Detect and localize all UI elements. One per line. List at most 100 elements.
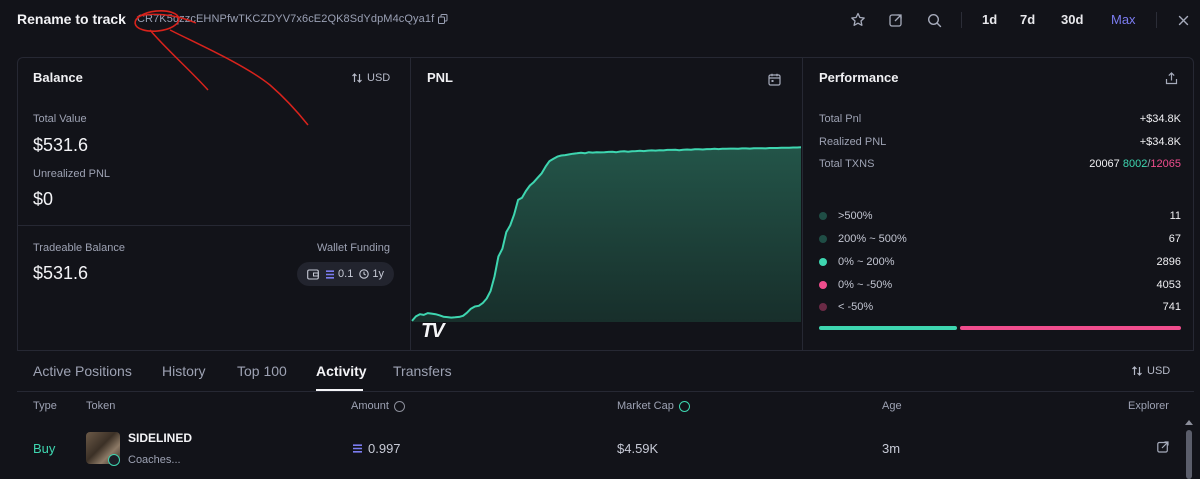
total-pnl-row: Total Pnl +$34.8K [819,113,1181,125]
total-value: $531.6 [33,135,89,155]
bucket-dot [819,212,827,220]
tab-history[interactable]: History [162,363,206,379]
calendar-icon[interactable] [767,72,781,86]
row-type[interactable]: Buy [33,441,56,456]
range-30d[interactable]: 30d [1061,12,1084,27]
copy-icon[interactable] [438,14,448,24]
divider [17,225,410,226]
funding-age: 1y [372,268,384,280]
realized-pnl-label: Realized PNL [819,136,887,148]
divider [802,57,803,350]
txns-buys: 8002 [1122,158,1148,170]
solana-icon [353,444,362,453]
bucket-count: 67 [1168,233,1181,245]
total-value-label: Total Value [33,113,87,125]
table-currency-label: USD [1147,365,1171,377]
funding-age-group: 1y [359,268,384,280]
wallet-name[interactable]: Rename to track [17,11,126,27]
bucket-label: 0% ~ -50% [838,279,893,291]
top-bar: Rename to track CR7K5qzzcEHNPfwTKCZDYV7x… [0,0,1200,40]
range-max[interactable]: Max [1111,12,1136,27]
range-1d[interactable]: 1d [982,12,998,27]
wallet-icon [307,268,319,280]
column-header-amount[interactable]: Amount [351,400,405,412]
column-header-market-cap[interactable]: Market Cap [617,400,690,412]
column-header-token: Token [86,400,116,412]
tab-top-100[interactable]: Top 100 [237,363,287,379]
star-icon[interactable] [849,11,867,29]
swap-icon [1132,366,1142,376]
share-icon[interactable] [887,11,905,29]
funding-amount: 0.1 [338,268,354,280]
toggle-unit-icon[interactable] [678,400,690,412]
tab-active-positions[interactable]: Active Positions [33,363,132,379]
tradingview-logo: TV [421,320,445,342]
win-ratio-bar [819,326,957,330]
range-7d[interactable]: 7d [1020,12,1036,27]
bucket-dot [819,303,827,311]
realized-pnl-row: Realized PNL +$34.8K [819,136,1181,148]
scroll-up-arrow[interactable] [1185,420,1193,425]
swap-icon [352,73,362,83]
funding-amount-group: 0.1 [325,268,353,280]
bucket-count: 4053 [1156,279,1181,291]
unrealized-pnl-value: $0 [33,189,54,209]
wallet-address-text: CR7K5qzzcEHNPfwTKCZDYV7x6cE2QK8SdYdpM4cQ… [137,13,435,25]
balance-title: Balance [33,70,83,85]
total-txns-values: 20067 8002/12065 [1089,158,1181,170]
txns-separator: / [1147,158,1151,170]
external-link-icon[interactable] [1156,440,1170,454]
balance-currency-label: USD [367,72,391,84]
tab-transfers[interactable]: Transfers [393,363,452,379]
column-header-market-cap-label: Market Cap [617,400,674,412]
wallet-funding-pill[interactable]: 0.1 1y [297,262,394,286]
column-header-age: Age [882,400,902,412]
overview-panels [17,57,1194,350]
clock-icon [359,269,370,279]
total-txns-row: Total TXNS 20067 8002/12065 [819,158,1181,170]
table-currency-toggle[interactable]: USD [1131,365,1170,377]
column-header-type: Type [33,400,57,412]
tradeable-balance-label: Tradeable Balance [33,242,125,254]
wallet-address[interactable]: CR7K5qzzcEHNPfwTKCZDYV7x6cE2QK8SdYdpM4cQ… [137,13,448,25]
bucket-label: 0% ~ 200% [838,256,895,268]
bucket-dot [819,281,827,289]
export-icon[interactable] [1164,71,1178,85]
bucket-count: 2896 [1156,256,1181,268]
bucket-dot [819,235,827,243]
divider [1156,12,1157,28]
bucket-dot [819,258,827,266]
token-status-badge [108,454,120,466]
bucket-label: < -50% [838,301,874,313]
unrealized-pnl-label: Unrealized PNL [33,168,111,180]
realized-pnl-value: +$34.8K [1139,136,1181,148]
solana-icon [326,269,335,279]
tabs-bar [17,350,1194,392]
bucket-count: 741 [1162,301,1181,313]
row-amount: 0.997 [352,441,401,456]
tradeable-balance-value: $531.6 [33,263,89,283]
total-pnl-value: +$34.8K [1139,113,1181,125]
bucket-count: 11 [1169,210,1181,222]
txns-total: 20067 [1089,158,1120,170]
row-market-cap: $4.59K [617,441,659,456]
wallet-funding-label: Wallet Funding [317,242,390,254]
token-subtitle: Coaches... [128,454,181,466]
token-name[interactable]: SIDELINED [128,431,193,445]
balance-currency-toggle[interactable]: USD [351,72,390,84]
search-icon[interactable] [925,11,943,29]
column-header-explorer: Explorer [1128,400,1169,412]
divider [961,12,962,28]
close-icon[interactable] [1174,11,1192,29]
scrollbar-thumb[interactable] [1186,430,1192,479]
performance-title: Performance [819,70,899,85]
row-amount-value: 0.997 [368,441,401,456]
txns-sells: 12065 [1150,158,1181,170]
tab-activity[interactable]: Activity [316,363,367,379]
bucket-label: 200% ~ 500% [838,233,907,245]
toggle-unit-icon[interactable] [393,400,405,412]
total-pnl-label: Total Pnl [819,113,862,125]
total-txns-label: Total TXNS [819,158,875,170]
pnl-title: PNL [427,70,453,85]
divider [410,57,411,350]
